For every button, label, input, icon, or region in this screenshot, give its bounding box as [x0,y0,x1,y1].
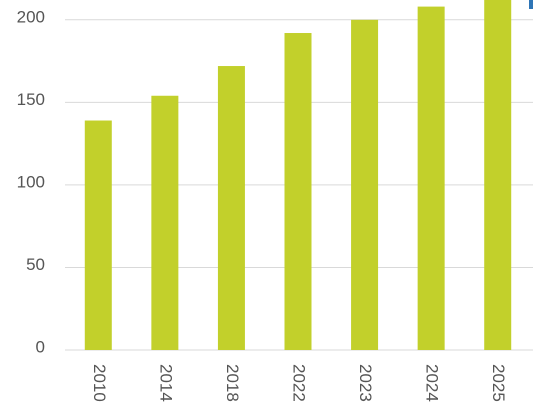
corner-mark [529,0,533,9]
bar [284,33,312,351]
y-tick-label: 200 [17,7,45,26]
bar [217,66,245,351]
bar [417,6,445,351]
y-tick-label: 0 [36,337,45,356]
x-tick-label: 2018 [223,364,242,402]
bar [351,19,379,351]
x-tick-label: 2023 [356,364,375,402]
x-tick-label: 2010 [90,364,109,402]
y-tick-label: 100 [17,172,45,191]
x-tick-label: 2025 [489,364,508,402]
bars [84,0,512,351]
bar [84,120,112,351]
x-tick-label: 2022 [290,364,309,402]
bar [484,0,512,350]
bar [151,95,179,350]
x-tick-label: 2024 [423,364,442,402]
y-tick-label: 150 [17,90,45,109]
labels: 0 50 100 150 200 2010 2014 2018 2022 2023 2024 2025 [17,7,509,402]
y-tick-label: 50 [26,255,45,274]
x-tick-label: 2014 [156,364,175,402]
